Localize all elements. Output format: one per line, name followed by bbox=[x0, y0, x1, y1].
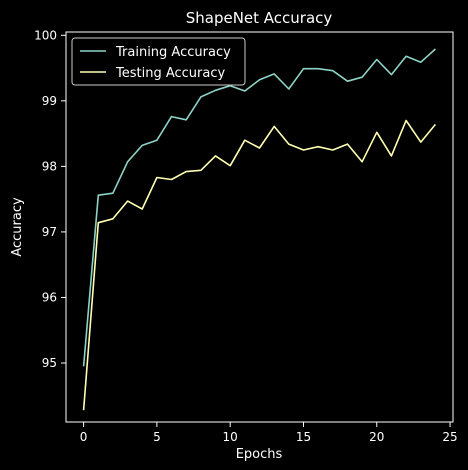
series-lines bbox=[82, 48, 437, 411]
x-tick-label: 5 bbox=[153, 430, 161, 444]
x-tick-label: 0 bbox=[80, 430, 88, 444]
legend-label: Training Accuracy bbox=[115, 45, 231, 60]
y-axis-label: Accuracy bbox=[10, 197, 25, 257]
plot-area bbox=[65, 31, 454, 423]
y-tick-label: 97 bbox=[42, 225, 57, 239]
y-tick-label: 99 bbox=[42, 94, 57, 108]
y-tick-label: 100 bbox=[34, 28, 57, 42]
y-tick-label: 96 bbox=[42, 290, 57, 304]
x-axis-label: Epochs bbox=[236, 447, 283, 462]
plot-frame bbox=[65, 31, 454, 423]
x-tick-label: 10 bbox=[223, 430, 238, 444]
y-tick-label: 98 bbox=[42, 159, 57, 173]
legend-label: Testing Accuracy bbox=[115, 66, 225, 81]
chart-title: ShapeNet Accuracy bbox=[186, 9, 333, 27]
x-tick-label: 25 bbox=[442, 430, 457, 444]
x-axis: 0 5 10 15 20 25 bbox=[80, 422, 458, 444]
y-axis: 95 96 97 98 99 100 bbox=[34, 28, 66, 370]
x-tick-label: 15 bbox=[296, 430, 311, 444]
y-tick-label: 95 bbox=[42, 356, 57, 370]
legend-box bbox=[71, 37, 246, 86]
x-tick-label: 20 bbox=[369, 430, 384, 444]
legend: Training Accuracy Testing Accuracy bbox=[71, 37, 246, 86]
training-accuracy-line bbox=[82, 48, 436, 367]
testing-accuracy-line bbox=[82, 119, 437, 411]
